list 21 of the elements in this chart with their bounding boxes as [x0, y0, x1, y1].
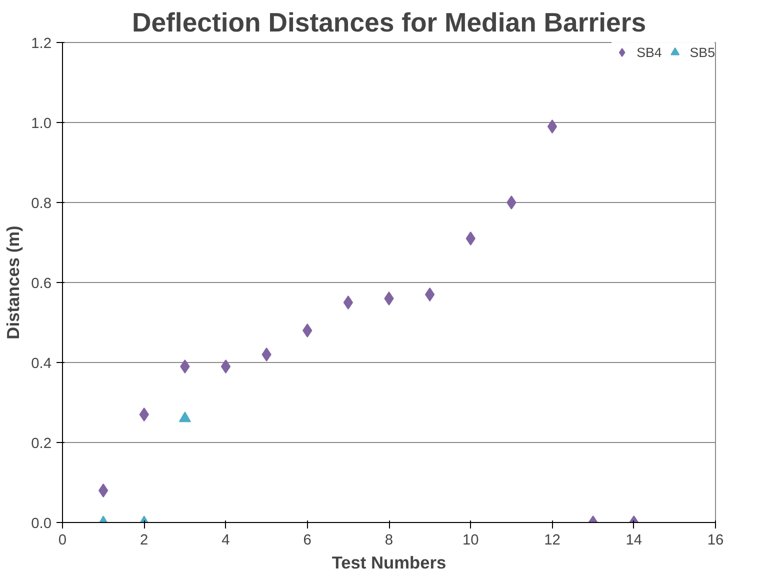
y-tick-label: 0.0	[31, 516, 52, 532]
x-tick-label: 2	[140, 532, 148, 548]
legend-label: SB4	[636, 44, 662, 60]
x-tick-label: 16	[707, 532, 724, 548]
y-tick-label: 0.4	[31, 356, 52, 372]
x-tick-label: 14	[626, 532, 642, 548]
y-tick-label: 1.2	[31, 36, 52, 52]
y-tick-label: 0.8	[31, 196, 52, 212]
y-tick-label: 1.0	[31, 116, 52, 132]
x-tick-label: 4	[222, 532, 230, 548]
x-tick-label: 10	[462, 532, 479, 548]
legend-label: SB5	[690, 44, 715, 60]
y-axis-title: Distances (m)	[3, 226, 24, 340]
x-tick-label: 0	[58, 532, 67, 548]
chart-title: Deflection Distances for Median Barriers	[132, 8, 646, 38]
x-tick-label: 8	[384, 532, 394, 548]
x-tick-label: 6	[303, 532, 312, 548]
y-tick-label: 0.6	[31, 276, 52, 292]
x-axis-title: Test Numbers	[332, 552, 446, 572]
x-tick-label: 12	[544, 532, 560, 548]
y-tick-label: 0.2	[31, 436, 52, 452]
